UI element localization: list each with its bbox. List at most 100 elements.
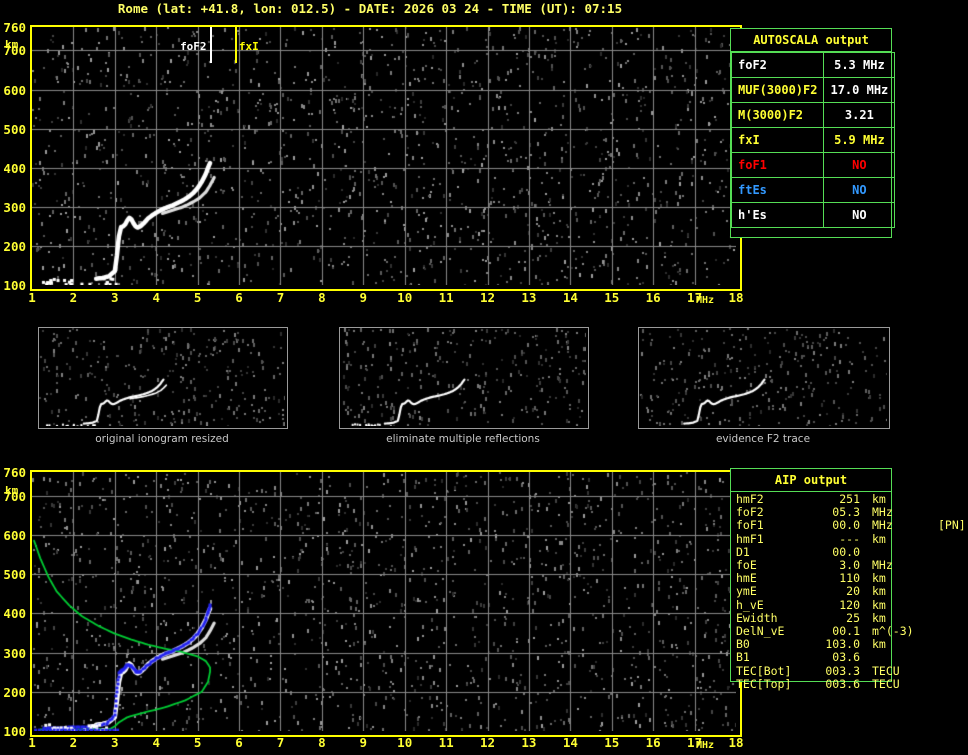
aip-unit: TECU	[872, 663, 900, 678]
aip-value: 20	[846, 584, 860, 599]
aip-value: 110	[839, 571, 860, 586]
marker-label-fxi: fxI	[238, 40, 259, 53]
top-chart-y-tick: 500	[3, 121, 26, 137]
mid-panel-eliminate[interactable]	[339, 327, 589, 429]
aip-param: hmE	[736, 571, 757, 586]
autoscala-value: NO	[823, 152, 896, 178]
top-chart-canvas	[32, 27, 736, 285]
marker-line-fof2	[210, 27, 213, 63]
aip-row: TEC[Bot] 003.3 TECU	[730, 663, 965, 678]
bottom-chart-x-tick: 13	[521, 735, 537, 750]
aip-value: 103.0	[825, 637, 860, 652]
autoscala-row: h'Es NO	[730, 202, 896, 228]
autoscala-output-panel: AUTOSCALA output foF2 5.3 MHz MUF(3000)F2 1…	[730, 28, 896, 238]
autoscala-row: MUF(3000)F2 17.0 MHz	[730, 77, 896, 103]
top-chart-y-tick: 760	[3, 20, 26, 35]
aip-value: 03.6	[832, 650, 860, 665]
bottom-chart-x-tick: 15	[604, 735, 620, 750]
bottom-chart-x-tick: 4	[152, 735, 160, 750]
bottom-chart-canvas	[32, 472, 736, 731]
aip-row: ymE 20 km	[730, 584, 965, 599]
aip-param: TEC[Bot]	[736, 663, 792, 678]
aip-param: DelN_vE	[736, 624, 785, 638]
autoscala-key: fxI	[730, 127, 825, 153]
top-ionogram-chart[interactable]	[30, 25, 742, 291]
top-chart-y-tick: 600	[3, 82, 26, 98]
bottom-chart-y-tick: 300	[3, 645, 26, 661]
top-chart-y-tick: 400	[3, 160, 26, 176]
autoscala-key: M(3000)F2	[730, 102, 825, 128]
bottom-chart-x-tick: 14	[562, 735, 578, 750]
top-chart-x-tick: 18	[728, 290, 744, 305]
aip-value: 00.0	[832, 544, 860, 559]
autoscala-key: foF1	[730, 152, 825, 178]
aip-unit: km	[872, 571, 886, 586]
top-chart-x-tick: 12	[479, 290, 496, 305]
aip-value: 00.0	[832, 518, 860, 533]
top-chart-x-tick: 7	[276, 290, 285, 305]
aip-row: B0 103.0 km	[730, 637, 965, 652]
aip-value: 003.3	[825, 663, 860, 678]
top-chart-x-tick: 10	[397, 290, 413, 305]
aip-unit: km	[872, 637, 886, 652]
aip-row: TEC[Top] 003.6 TECU	[730, 676, 965, 691]
aip-row: Ewidth 25 km	[730, 610, 965, 625]
top-chart-x-tick: 4	[152, 290, 160, 305]
autoscala-title: AUTOSCALA output	[731, 29, 891, 52]
aip-value: 25	[846, 610, 860, 625]
aip-row: foF2 05.3 MHz	[730, 505, 965, 520]
bottom-chart-x-tick: 6	[235, 735, 243, 750]
autoscala-key: MUF(3000)F2	[730, 77, 825, 103]
top-chart-x-tick: 3	[111, 290, 119, 305]
aip-value: 05.3	[832, 505, 860, 520]
autoscala-value: 17.0 MHz	[823, 77, 896, 103]
autoscala-row: foF1 NO	[730, 152, 896, 178]
aip-param: hmF1	[736, 531, 764, 546]
top-y-unit-label: km	[5, 38, 19, 51]
top-chart-x-unit-label: MHz	[696, 295, 715, 306]
aip-value: 3.0	[839, 558, 860, 572]
aip-param: B0	[736, 637, 750, 652]
bottom-chart-y-tick: 700	[3, 488, 26, 504]
top-chart-x-tick: 15	[604, 290, 620, 305]
mid-panel-original[interactable]	[38, 327, 288, 429]
top-chart-x-tick: 8	[318, 290, 326, 305]
aip-value: 00.1	[832, 624, 860, 638]
aip-value: 003.6	[825, 676, 860, 691]
aip-unit: km	[872, 597, 886, 612]
bottom-y-unit-label: km	[5, 484, 19, 497]
bottom-chart-x-tick: 17	[687, 735, 703, 750]
aip-title: AIP output	[731, 469, 891, 492]
bottom-chart-x-tick: 5	[193, 735, 202, 750]
aip-row: hmF2 251 km	[730, 492, 965, 506]
aip-unit: km	[872, 584, 886, 599]
aip-param: TEC[Top]	[736, 676, 792, 691]
aip-output-panel: AIP output	[730, 468, 892, 682]
top-chart-x-tick: 1	[28, 290, 36, 305]
autoscala-value: NO	[823, 177, 896, 203]
bottom-chart-y-tick: 100	[3, 724, 26, 739]
top-chart-y-tick: 100	[3, 278, 26, 293]
aip-param: foF1	[736, 518, 764, 533]
bottom-ionogram-chart[interactable]	[30, 470, 742, 737]
top-chart-x-tick: 5	[193, 290, 202, 305]
aip-param: D1	[736, 544, 750, 559]
aip-param: foE	[736, 558, 757, 572]
bottom-chart-x-tick: 12	[479, 735, 496, 750]
aip-unit: MHz	[872, 558, 893, 572]
top-chart-x-tick: 16	[645, 290, 661, 305]
autoscala-row: M(3000)F2 3.21	[730, 102, 896, 128]
mid-panel-f2trace[interactable]	[638, 327, 890, 429]
top-chart-y-tick: 200	[3, 238, 26, 254]
aip-row: hmE 110 km	[730, 571, 965, 586]
aip-row: D1 00.0	[730, 544, 965, 559]
aip-unit: km	[872, 492, 886, 506]
bottom-chart-y-tick: 600	[3, 527, 26, 543]
aip-value: 251	[839, 492, 860, 506]
autoscala-value: 5.3 MHz	[823, 52, 896, 78]
mid-panel-eliminate-caption: eliminate multiple reflections	[386, 433, 540, 445]
autoscala-row: foF2 5.3 MHz	[730, 52, 896, 78]
aip-value: ---	[839, 531, 860, 546]
bottom-chart-x-tick: 10	[397, 735, 413, 750]
aip-rows-container: hmF2 251 km foF2 05.3 MHz foF1 00.0 MHz [PN] hmF1 -…	[730, 492, 966, 707]
